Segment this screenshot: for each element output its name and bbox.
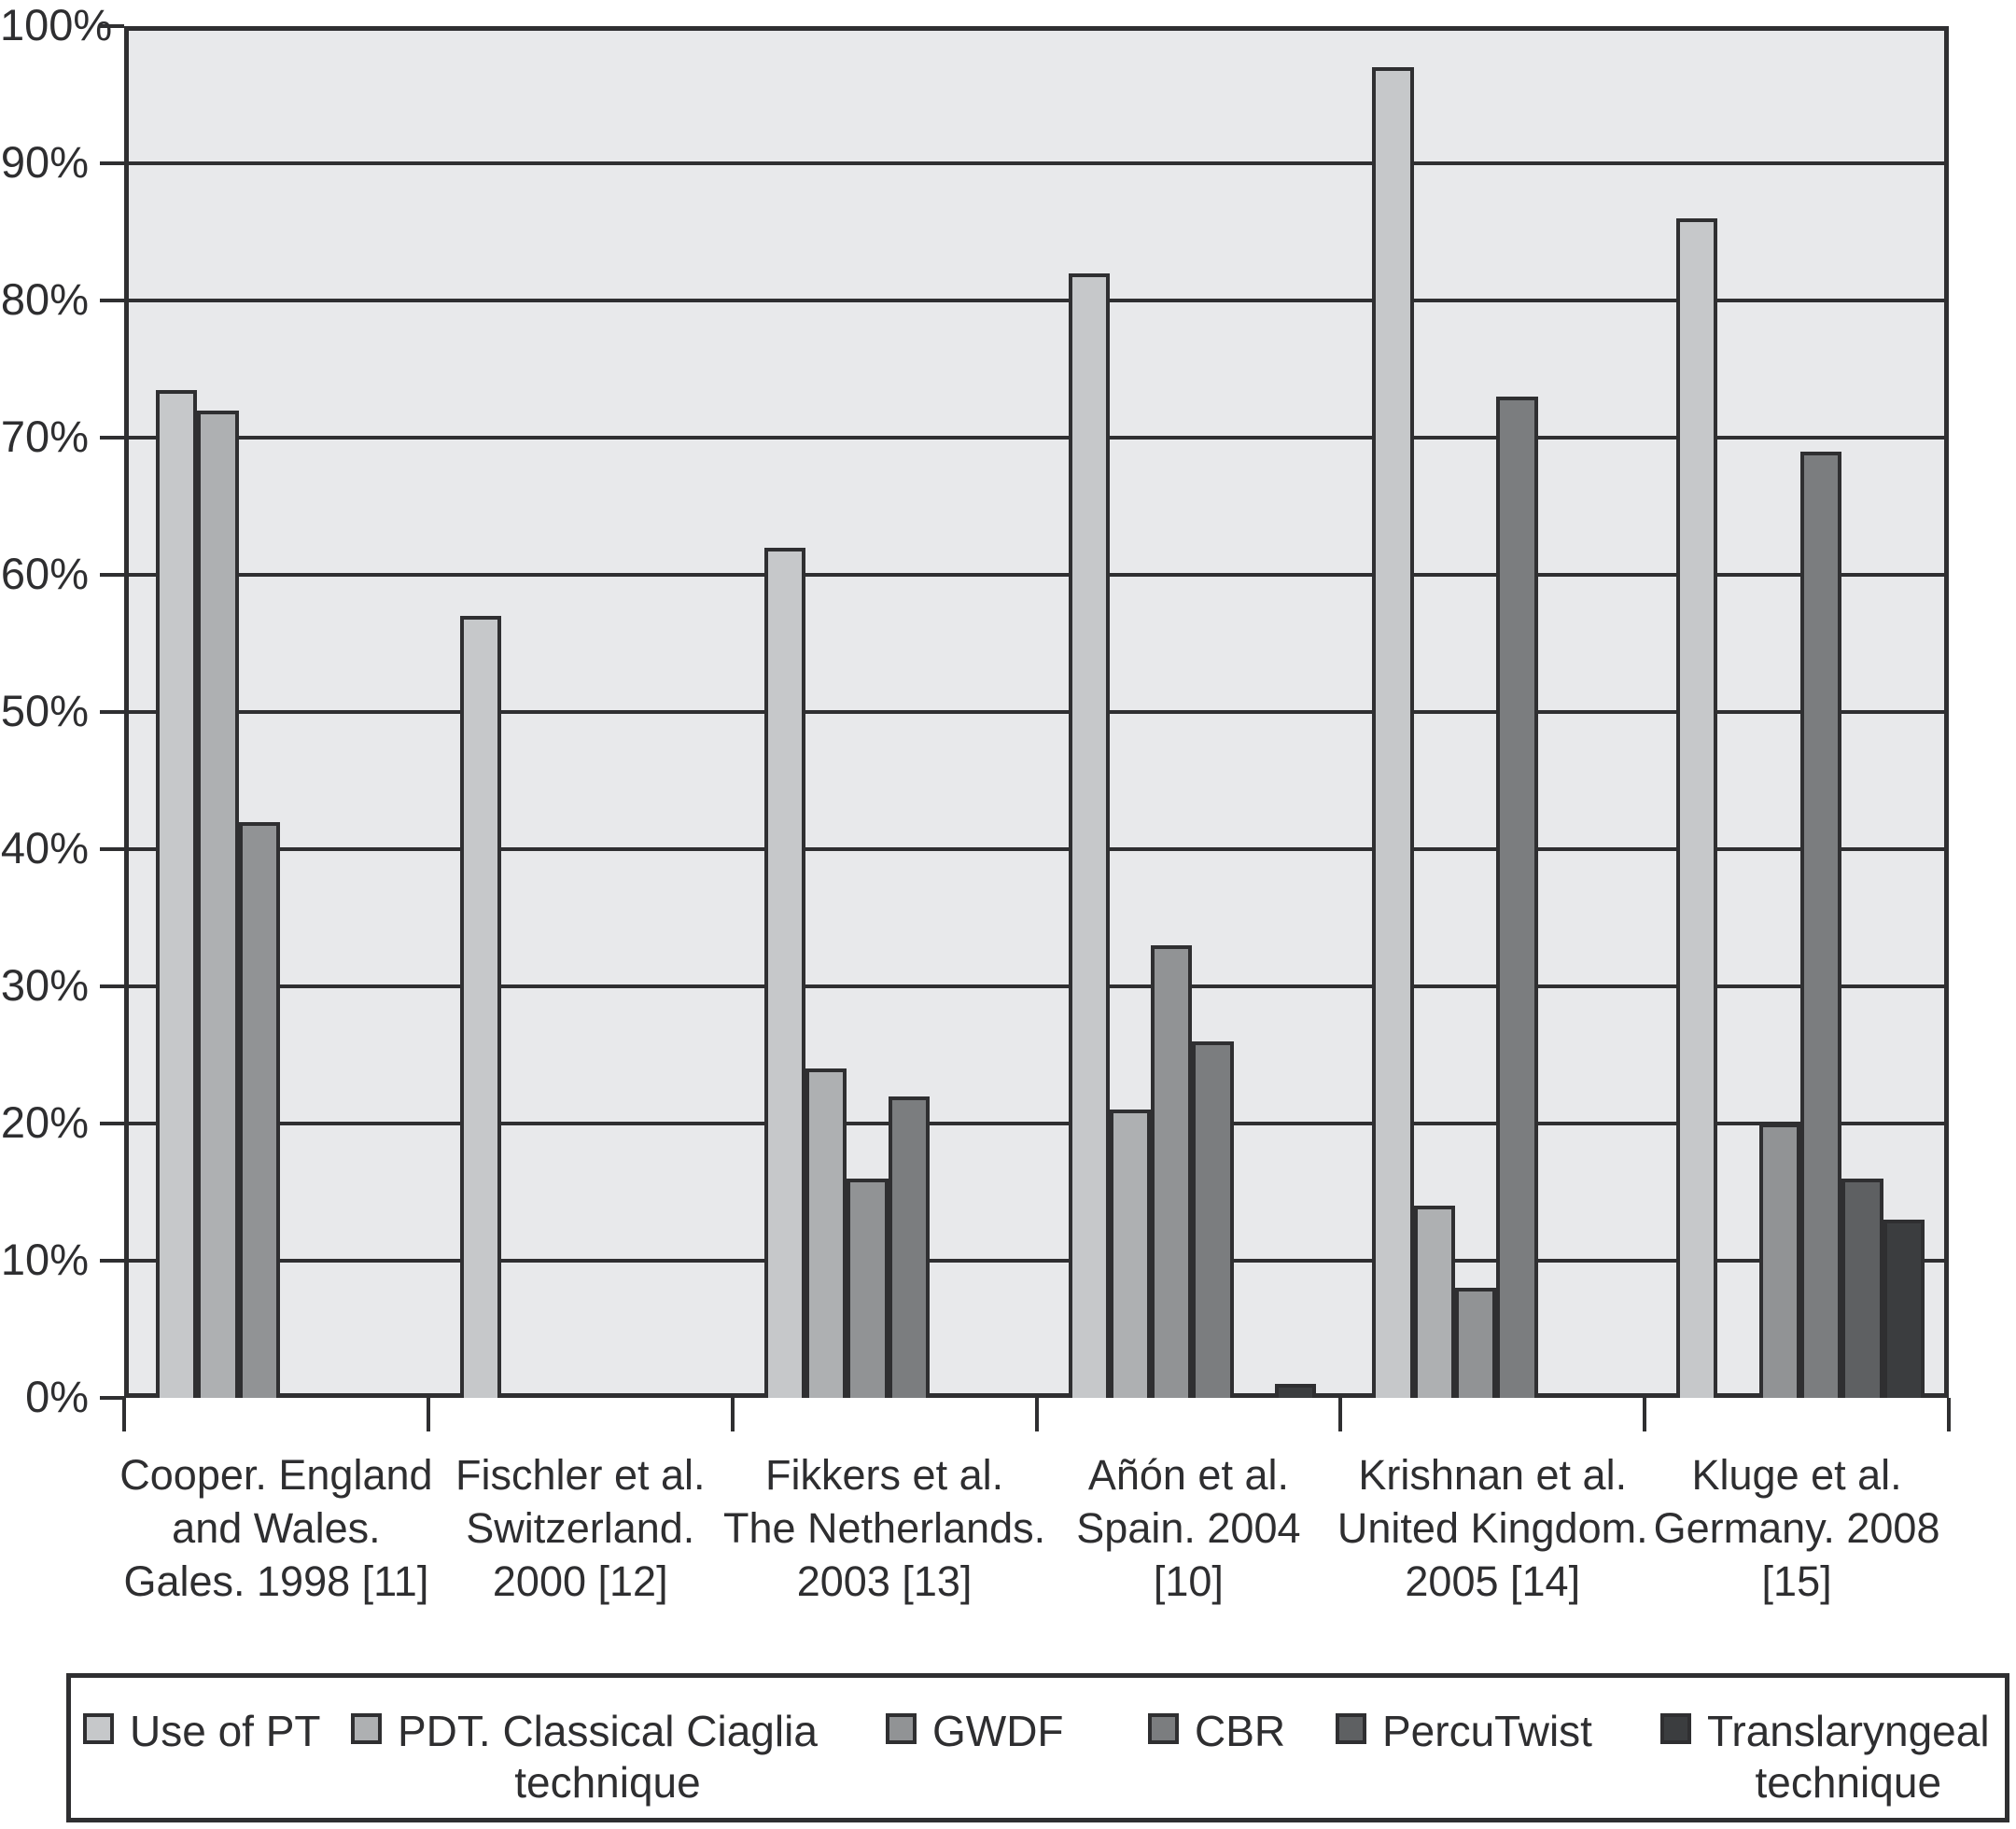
bar-cbr [1192, 1040, 1234, 1398]
bar-gwdf [847, 1178, 889, 1398]
bar-gwdf [1151, 944, 1193, 1398]
y-axis-tick [100, 710, 124, 714]
bar-use-of-pt [156, 389, 198, 1398]
gridline-30-percent [124, 984, 1949, 988]
y-axis-tick-label: 20% [0, 1097, 89, 1147]
bar-pdt-classical-ciaglia-technique [805, 1068, 847, 1398]
y-axis-tick [100, 573, 124, 577]
gridline-80-percent [124, 299, 1949, 302]
y-axis-tick-label: 80% [0, 274, 89, 324]
bar-translaryngeal-technique [1275, 1384, 1317, 1398]
bar-use-of-pt [459, 616, 502, 1398]
y-axis-tick-label: 100% [0, 0, 113, 49]
bar-gwdf [238, 821, 280, 1398]
y-axis-tick-label: 40% [0, 823, 89, 873]
legend-swatch-translaryngeal-technique [1660, 1713, 1691, 1744]
legend-label: PercuTwist [1382, 1707, 1592, 1755]
legend-label: PDT. Classical Ciaglia technique [398, 1707, 818, 1807]
bar-cbr [888, 1096, 930, 1398]
y-axis-tick [100, 299, 124, 302]
bar-use-of-pt [1372, 67, 1414, 1398]
legend-swatch-pdt-classical-ciaglia-technique [351, 1713, 382, 1744]
bar-pdt-classical-ciaglia-technique [197, 410, 239, 1398]
legend-label: CBR [1195, 1707, 1286, 1755]
bar-translaryngeal-technique [1883, 1219, 1925, 1398]
x-axis-tick [1034, 1398, 1039, 1431]
legend-swatch-cbr [1148, 1713, 1179, 1744]
bar-use-of-pt [1676, 217, 1718, 1398]
legend-label: Translaryngeal technique [1707, 1707, 1990, 1807]
legend-swatch-percutwist [1336, 1713, 1366, 1744]
y-axis-tick-label: 90% [0, 137, 89, 187]
y-axis-tick-label: 70% [0, 412, 89, 461]
gridline-70-percent [124, 436, 1949, 440]
category-label: Añón et al. Spain. 2004 [10] [1076, 1451, 1301, 1605]
y-axis-tick-label: 0% [25, 1372, 89, 1421]
category-label: Krishnan et al. United Kingdom. 2005 [14… [1337, 1451, 1648, 1605]
y-axis-tick [100, 1122, 124, 1125]
bar-pdt-classical-ciaglia-technique [1413, 1206, 1455, 1398]
bar-cbr [1800, 451, 1842, 1398]
x-axis-tick [730, 1398, 735, 1431]
legend-swatch-gwdf [886, 1713, 917, 1744]
legend-label: GWDF [932, 1707, 1064, 1755]
bar-percutwist [1841, 1178, 1883, 1398]
gridline-20-percent [124, 1122, 1949, 1125]
bar-cbr [1496, 396, 1538, 1398]
bar-use-of-pt [1068, 272, 1110, 1398]
legend-label: Use of PT [130, 1707, 321, 1755]
gridline-10-percent [124, 1259, 1949, 1263]
gridline-90-percent [124, 161, 1949, 165]
gridline-60-percent [124, 573, 1949, 577]
category-label: Kluge et al. Germany. 2008 [15] [1653, 1451, 1940, 1605]
gridline-50-percent [124, 710, 1949, 714]
category-label: Fischler et al. Switzerland. 2000 [12] [455, 1451, 706, 1605]
x-axis-tick [1947, 1398, 1951, 1431]
chart-legend: Use of PT PDT. Classical Ciaglia techniqu… [66, 1673, 2009, 1822]
bar-use-of-pt [763, 547, 805, 1398]
y-axis-tick-label: 10% [0, 1235, 89, 1284]
y-axis-tick-label: 30% [0, 960, 89, 1010]
gridline-40-percent [124, 847, 1949, 851]
y-axis-tick [100, 24, 124, 28]
category-label: Cooper. England and Wales. Gales. 1998 [… [119, 1451, 433, 1605]
category-label: Fikkers et al. The Netherlands. 2003 [13… [722, 1451, 1046, 1605]
y-axis-tick [100, 984, 124, 988]
y-axis-tick-label: 60% [0, 549, 89, 598]
bar-gwdf [1454, 1288, 1497, 1398]
x-axis-tick [426, 1398, 430, 1431]
x-axis-tick [122, 1398, 126, 1431]
x-axis-tick [1338, 1398, 1343, 1431]
y-axis-tick [100, 1259, 124, 1263]
y-axis-tick [100, 161, 124, 165]
legend-swatch-use-of-pt [83, 1713, 114, 1744]
x-axis-tick [1643, 1398, 1647, 1431]
bar-pdt-classical-ciaglia-technique [1109, 1110, 1152, 1398]
y-axis-tick [100, 847, 124, 851]
y-axis-tick-label: 50% [0, 686, 89, 735]
bar-gwdf [1758, 1124, 1801, 1398]
y-axis-tick [100, 1396, 124, 1400]
y-axis-tick [100, 436, 124, 440]
